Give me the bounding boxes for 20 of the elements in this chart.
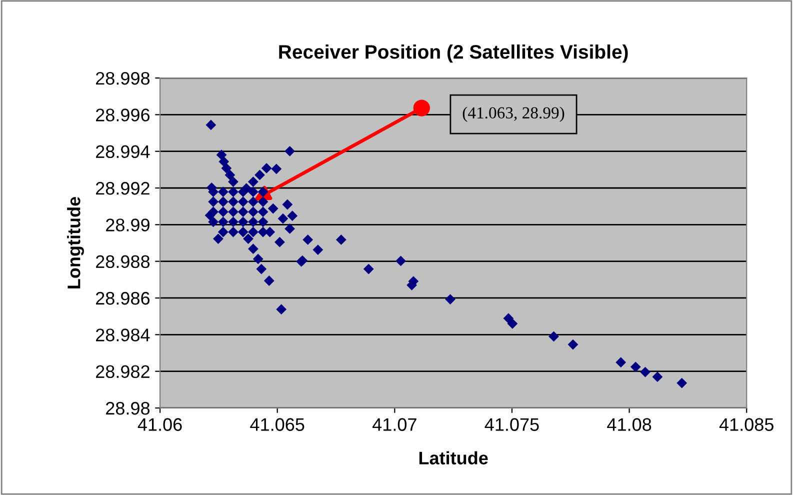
x-tick-label: 41.07 (372, 418, 416, 431)
y-tick-label: 28.998 (96, 72, 150, 85)
x-axis-title: Latitude (419, 451, 488, 464)
y-tick-label: 28.994 (96, 145, 150, 158)
x-tick-label: 41.075 (484, 418, 539, 431)
x-tick-label: 41.06 (138, 418, 182, 431)
y-tick-label: 28.992 (96, 182, 150, 195)
x-tick-label: 41.065 (250, 418, 304, 431)
y-tick-label: 28.98 (106, 402, 150, 415)
x-tick-label: 41.08 (607, 418, 652, 431)
annotation: (41.063, 28.99) (462, 106, 564, 122)
y-tick-label: 28.986 (96, 292, 150, 305)
x-tick-label: 41.085 (719, 418, 774, 431)
y-tick-label: 28.982 (96, 365, 150, 378)
y-tick-label: 28.988 (96, 255, 150, 268)
chart-title: Receiver Position (2 Satellites Visible) (279, 44, 628, 63)
y-axis-title: Longtitude (67, 196, 84, 288)
y-tick-label: 28.99 (106, 218, 150, 232)
y-tick-label: 28.996 (96, 108, 150, 122)
y-tick-label: 28.984 (96, 328, 150, 342)
